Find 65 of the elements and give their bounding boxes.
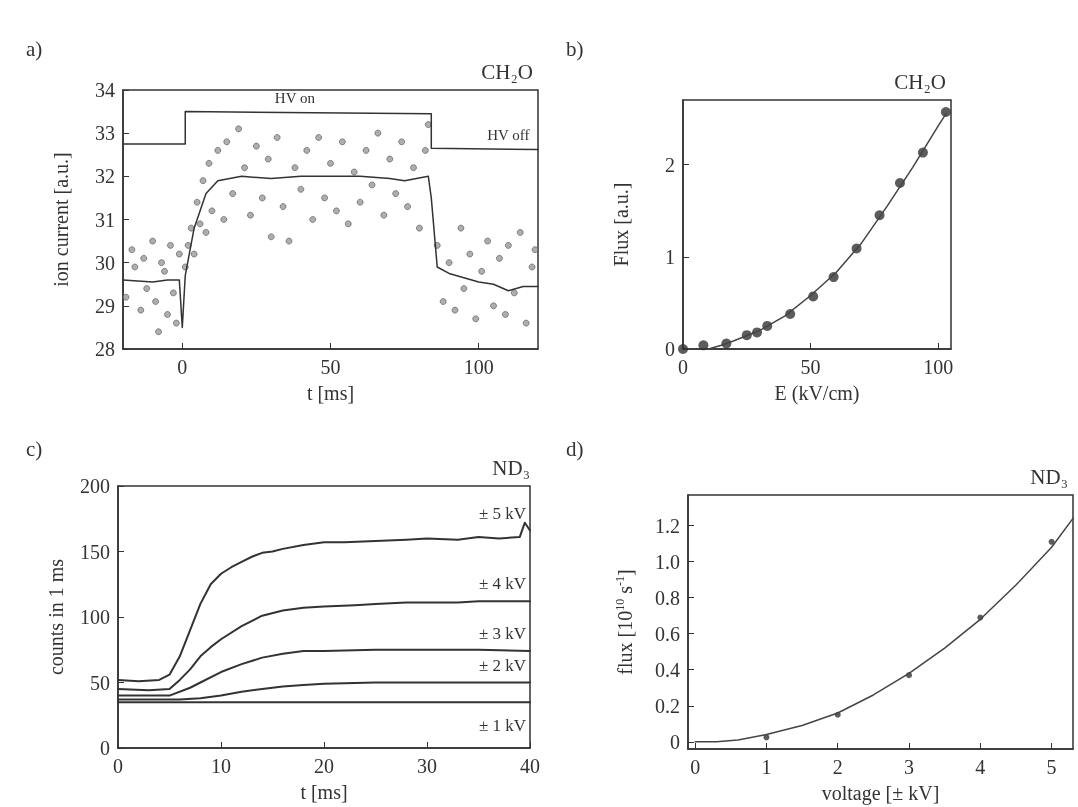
y-tick-label: 32 <box>95 165 115 188</box>
series-label: ± 4 kV <box>478 574 527 594</box>
x-tick-label: 100 <box>923 356 954 378</box>
y-tick-label: 0.8 <box>655 586 680 609</box>
y-tick-label: 0.6 <box>655 622 680 645</box>
y-axis-title: counts in 1 ms <box>45 558 67 676</box>
y-tick-label: 2 <box>665 153 675 176</box>
y-tick-label: 150 <box>80 540 110 563</box>
point <box>698 340 709 351</box>
y-axis-title: Flux [a.u.] <box>610 182 632 267</box>
y-tick-label: 0 <box>670 730 680 753</box>
y-tick-label: 28 <box>95 338 115 360</box>
x-tick-label: 50 <box>800 356 821 378</box>
x-tick-label: 2 <box>832 756 843 778</box>
text: c) <box>26 436 43 461</box>
annotation: HV on <box>274 90 316 107</box>
x-tick-label: 50 <box>320 356 341 378</box>
x-tick-label: 0 <box>177 356 188 378</box>
chart-title: ND₃ <box>492 455 530 480</box>
y-tick-label: 30 <box>95 251 115 274</box>
y-tick-label: 50 <box>90 671 110 694</box>
y-tick-label: 1.0 <box>655 550 680 573</box>
y-tick-label: 0.4 <box>655 658 680 681</box>
x-axis-title: voltage [± kV] <box>821 782 940 805</box>
y-tick-label: 200 <box>80 475 110 497</box>
x-tick-label: 3 <box>904 756 915 778</box>
y-tick-label: 100 <box>80 606 110 628</box>
x-tick-label: 4 <box>975 756 986 778</box>
chart-title: CH₂O <box>481 59 534 84</box>
y-tick-label: 29 <box>95 294 115 317</box>
annotation: HV off <box>487 126 530 143</box>
series-label: ± 1 kV <box>478 716 527 736</box>
x-tick-label: 20 <box>314 755 334 777</box>
y-tick-label: 1 <box>665 245 675 268</box>
y-tick-label: 0 <box>665 338 675 360</box>
x-tick-label: 30 <box>417 755 437 777</box>
y-tick-label: 0 <box>100 737 110 759</box>
point <box>940 106 951 117</box>
x-axis-title: t [ms] <box>306 382 355 404</box>
x-axis-title: E (kV/cm) <box>774 382 860 405</box>
chart-title: CH₂O <box>894 69 947 94</box>
y-axis-title: flux [1010 s-1] <box>613 569 636 675</box>
y-tick-label: 33 <box>95 122 115 145</box>
y-axis-title: ion current [a.u.] <box>50 152 72 287</box>
chart-title: ND₃ <box>1030 464 1068 489</box>
y-tick-label: 0.2 <box>655 694 680 717</box>
x-tick-label: 1 <box>761 756 772 778</box>
x-tick-label: 5 <box>1046 756 1057 778</box>
x-tick-label: 40 <box>520 755 540 777</box>
y-tick-label: 31 <box>95 208 115 231</box>
series-label: ± 5 kV <box>478 503 527 523</box>
y-tick-label: 1.2 <box>655 514 680 537</box>
x-tick-label: 10 <box>211 755 231 777</box>
x-tick-label: 0 <box>690 756 701 778</box>
point <box>1048 538 1055 545</box>
text: d) <box>566 436 584 461</box>
y-tick-label: 34 <box>95 79 115 101</box>
line-series <box>694 517 1074 743</box>
series-label: ± 2 kV <box>478 655 527 675</box>
x-axis-title: t [ms] <box>300 781 348 803</box>
text: a) <box>26 36 43 61</box>
text: b) <box>566 36 584 61</box>
series-label: ± 3 kV <box>478 624 527 644</box>
x-tick-label: 100 <box>463 356 494 378</box>
point <box>678 344 688 354</box>
